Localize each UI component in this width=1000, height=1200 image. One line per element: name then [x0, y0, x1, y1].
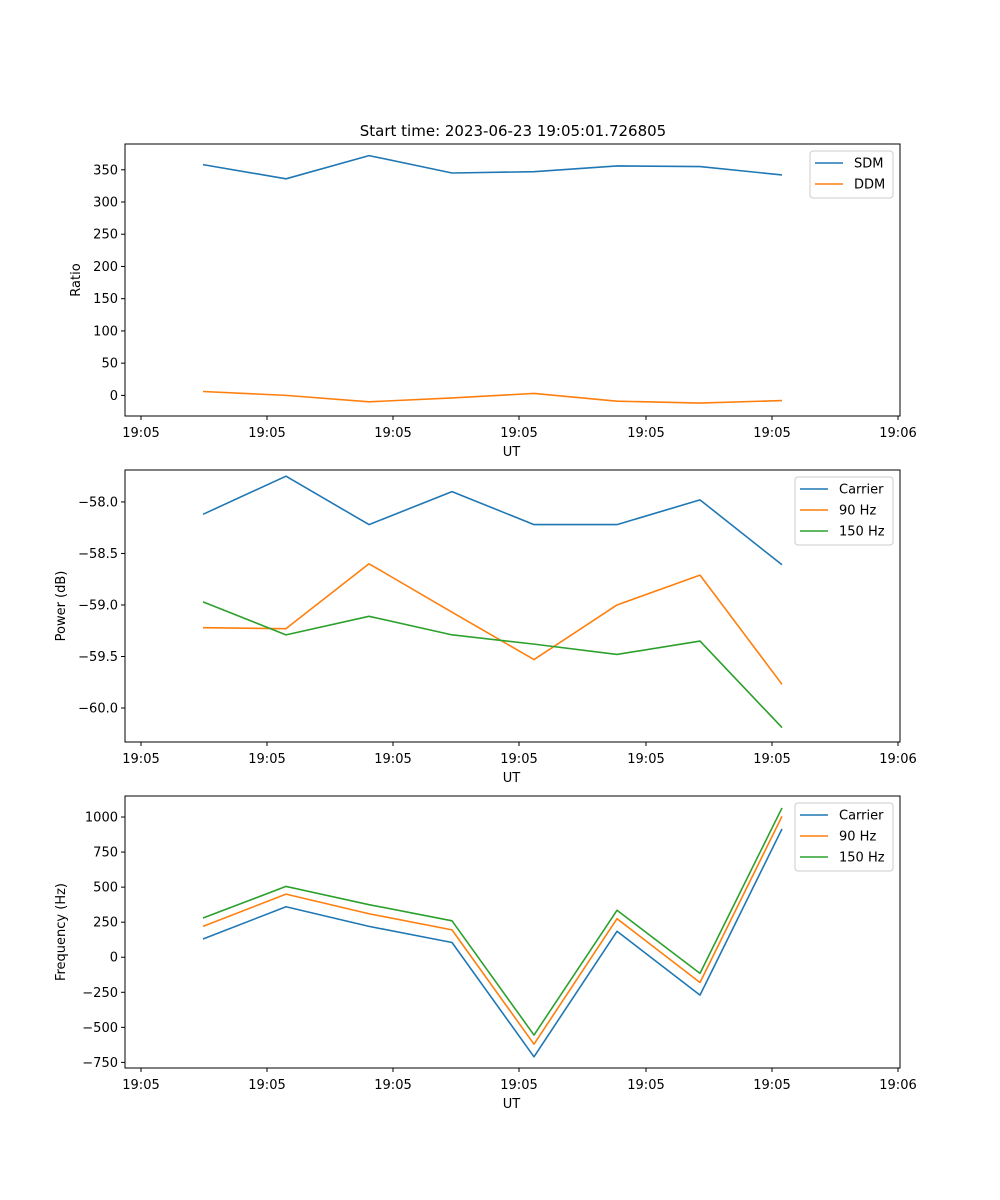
subplot-2: −60.0 −59.5 −59.0 −58.5 −58.0 19:05 19:05 19:05…: [54, 469, 917, 786]
legend-label: 90 Hz: [839, 504, 876, 519]
x-tick-label: 19:05: [627, 1078, 664, 1093]
x-tick-label: 19:05: [627, 426, 664, 441]
y-tick-label: 250: [93, 916, 118, 931]
axes-frame: [124, 795, 901, 1069]
legend-label: SDM: [854, 157, 883, 172]
y-tick-label: 750: [93, 846, 118, 861]
axes-frame: [124, 469, 901, 743]
x-tick-label: 19:05: [248, 752, 285, 767]
x-tick-label: 19:05: [122, 426, 159, 441]
x-tick-label: 19:06: [879, 752, 916, 767]
series-line-90-hz: [202, 815, 783, 1045]
x-tick-label: 19:05: [248, 426, 285, 441]
x-tick-label: 19:05: [753, 752, 790, 767]
series-line-150-hz: [202, 601, 783, 729]
y-tick-label: 150: [93, 292, 118, 307]
y-tick-label: 300: [93, 196, 118, 211]
series-line-ddm: [202, 390, 783, 404]
axes-frame: [124, 143, 901, 417]
x-axis-label: UT: [503, 771, 521, 786]
legend-label: Carrier: [839, 483, 884, 498]
y-tick-label: −58.5: [78, 547, 118, 562]
x-tick-label: 19:06: [879, 1078, 916, 1093]
y-tick-label: 500: [93, 881, 118, 896]
series-line-carrier: [202, 475, 783, 566]
legend: Carrier 90 Hz 150 Hz: [794, 476, 894, 546]
x-tick-label: 19:05: [753, 426, 790, 441]
x-tick-label: 19:05: [374, 752, 411, 767]
x-tick-label: 19:05: [122, 1078, 159, 1093]
y-tick-label: −59.0: [78, 598, 118, 613]
legend-box: [794, 802, 894, 872]
y-axis-label: Ratio: [69, 263, 84, 296]
x-axis-label: UT: [503, 445, 521, 460]
y-tick-label: −59.5: [78, 650, 118, 665]
x-tick-label: 19:05: [627, 752, 664, 767]
x-tick-label: 19:05: [248, 1078, 285, 1093]
y-tick-label: 200: [93, 260, 118, 275]
legend: Carrier 90 Hz 150 Hz: [794, 802, 894, 872]
y-tick-label: −750: [82, 1056, 118, 1071]
y-tick-label: −500: [82, 1021, 118, 1036]
legend-label: 150 Hz: [839, 851, 885, 866]
plots-group: 0 50 100 150 200 250 300 350 19:05 19:05 19:05 19:0…: [54, 143, 917, 1112]
x-tick-label: 19:05: [753, 1078, 790, 1093]
y-axis-label: Power (dB): [54, 571, 69, 642]
y-tick-label: 0: [110, 389, 118, 404]
figure-title: Start time: 2023-06-23 19:05:01.726805: [360, 122, 666, 140]
legend-label: 150 Hz: [839, 525, 885, 540]
legend-label: 90 Hz: [839, 830, 876, 845]
legend-label: Carrier: [839, 809, 884, 824]
x-tick-label: 19:05: [374, 426, 411, 441]
y-tick-label: 250: [93, 228, 118, 243]
subplot-3: −750 −500 −250 0 250 500 750 1000 19:05 19:05 19:0…: [54, 795, 917, 1112]
y-tick-label: −58.0: [78, 495, 118, 510]
series-line-carrier: [202, 828, 783, 1058]
legend: SDM DDM: [809, 150, 894, 199]
x-tick-label: 19:06: [879, 426, 916, 441]
y-tick-label: 350: [93, 163, 118, 178]
legend-label: DDM: [854, 178, 885, 193]
y-tick-label: −250: [82, 986, 118, 1001]
series-line-90-hz: [202, 562, 783, 685]
x-axis-label: UT: [503, 1097, 521, 1112]
y-tick-label: −60.0: [78, 702, 118, 717]
y-tick-label: 50: [101, 357, 118, 372]
y-tick-label: 0: [110, 951, 118, 966]
x-tick-label: 19:05: [122, 752, 159, 767]
subplot-1: 0 50 100 150 200 250 300 350 19:05 19:05 19:05 19:0…: [69, 143, 917, 460]
series-line-sdm: [202, 154, 783, 180]
x-tick-label: 19:05: [500, 1078, 537, 1093]
y-axis-label: Frequency (Hz): [54, 883, 69, 981]
y-tick-label: 1000: [85, 811, 118, 826]
x-tick-label: 19:05: [374, 1078, 411, 1093]
x-tick-label: 19:05: [500, 752, 537, 767]
legend-box: [794, 476, 894, 546]
y-tick-label: 100: [93, 324, 118, 339]
series-line-150-hz: [202, 807, 783, 1036]
x-tick-label: 19:05: [500, 426, 537, 441]
